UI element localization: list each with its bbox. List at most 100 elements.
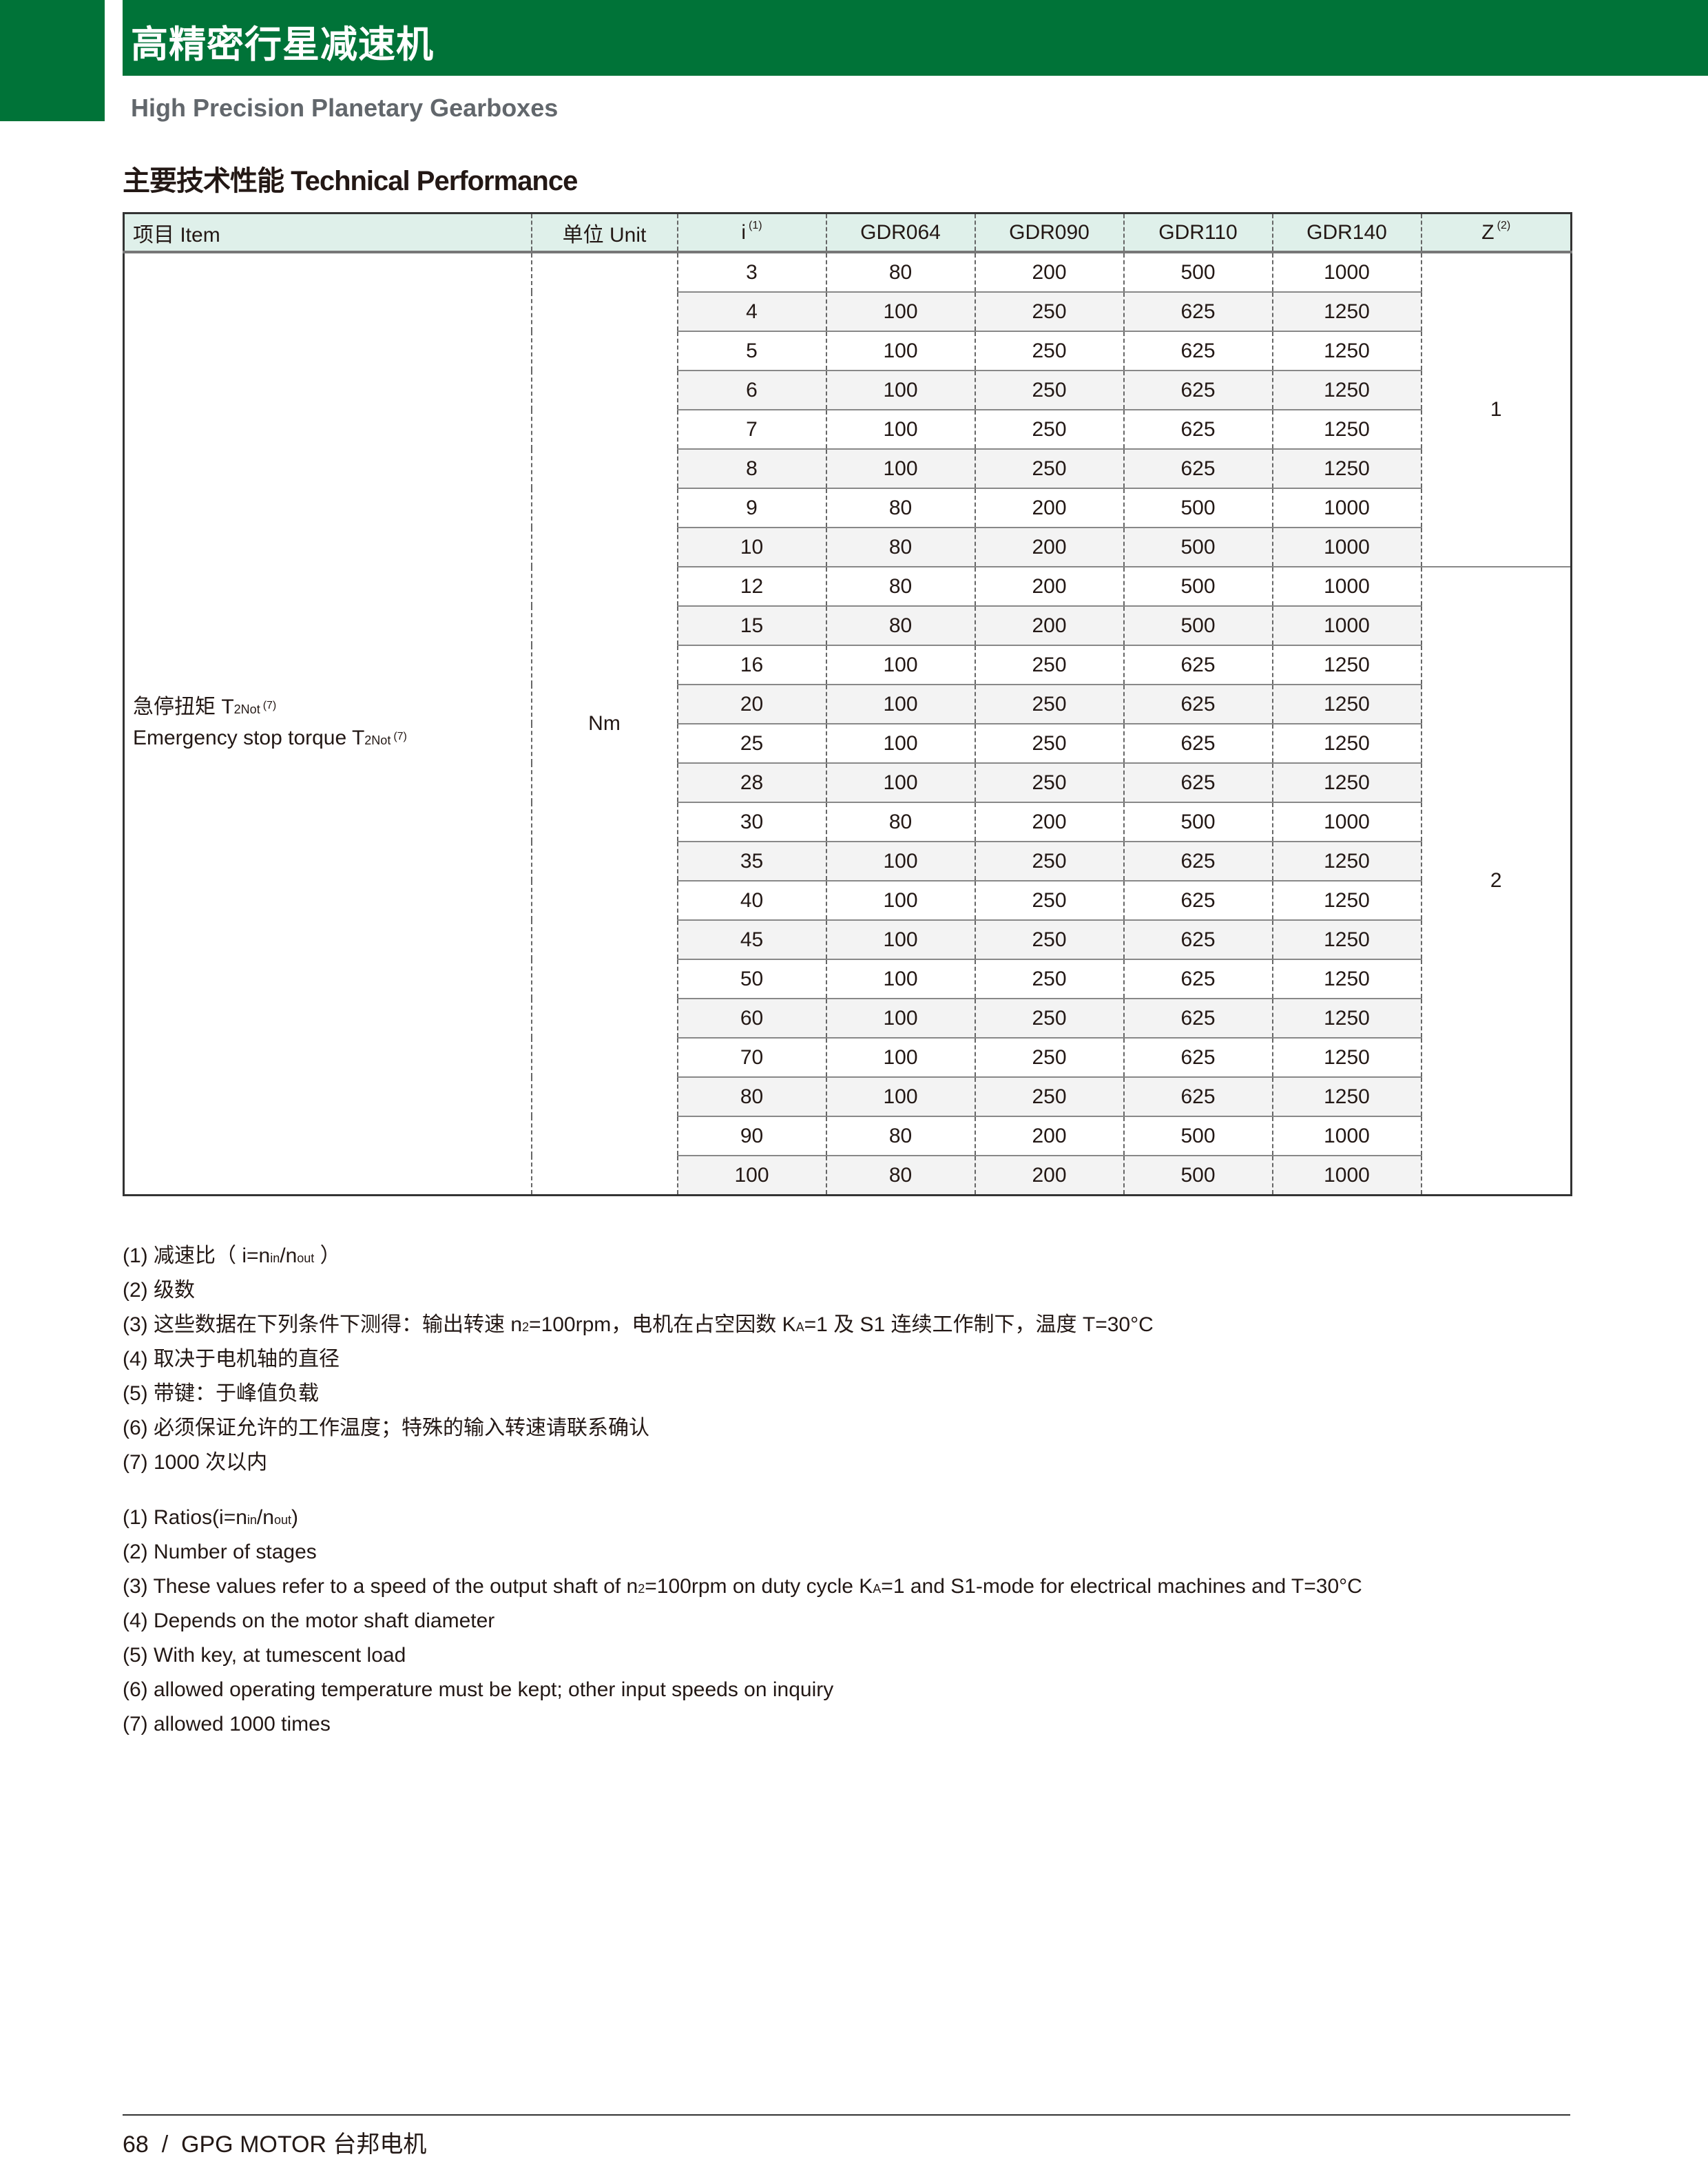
page-footer: 68 / GPG MOTOR 台邦电机	[123, 2131, 427, 2158]
torque-cell: 625	[1123, 409, 1273, 449]
torque-cell: 100	[825, 684, 975, 724]
torque-cell: 625	[1123, 998, 1273, 1038]
table-row: 急停扭矩 T2Not (7) Emergency stop torque T2Not…	[124, 252, 1572, 1196]
torque-cell: 250	[974, 409, 1124, 449]
torque-cell: 1000	[1271, 527, 1421, 567]
torque-cell: 500	[1123, 802, 1273, 842]
footnote-line: (7) allowed 1000 times	[123, 1713, 331, 1735]
stages-cell: 2	[1420, 566, 1572, 1196]
item-label-cn: 急停扭矩 T2Not (7)	[133, 696, 277, 718]
ratio-cell: 70	[676, 1037, 826, 1077]
torque-cell: 250	[974, 880, 1124, 920]
torque-cell: 625	[1123, 762, 1273, 802]
ratio-cell: 8	[676, 448, 826, 488]
footnote-line: (6) allowed operating temperature must b…	[123, 1678, 834, 1701]
footnote-line: (3) These values refer to a speed of the…	[123, 1575, 1362, 1598]
ratio-cell: 35	[676, 841, 826, 881]
ratio-cell: 100	[676, 1155, 826, 1196]
torque-cell: 1250	[1271, 645, 1421, 685]
subscript: 2Not	[364, 733, 391, 747]
torque-cell: 80	[825, 527, 975, 567]
torque-cell: 625	[1123, 448, 1273, 488]
torque-cell: 250	[974, 723, 1124, 763]
table-row: 80 100 250 625 1250	[124, 1076, 1572, 1116]
column-header-label: GDR140	[1306, 220, 1387, 244]
footnote-line: (4) Depends on the motor shaft diameter	[123, 1609, 495, 1632]
item-label-en: Emergency stop torque T2Not (7)	[133, 727, 407, 749]
column-header: 项目 Item	[123, 213, 532, 253]
torque-cell: 1000	[1271, 252, 1421, 292]
torque-cell: 1250	[1271, 919, 1421, 959]
table-row: 10 80 200 500 1000	[124, 527, 1572, 567]
column-header-label: GDR090	[1009, 220, 1090, 244]
header-bar	[123, 0, 1708, 76]
column-header-label: Z	[1481, 220, 1494, 244]
column-header-label: GDR064	[860, 220, 941, 244]
column-header: GDR090	[974, 213, 1124, 253]
column-header-label: 单位 Unit	[562, 223, 647, 247]
ratio-cell: 16	[676, 645, 826, 685]
torque-cell: 625	[1123, 959, 1273, 999]
torque-cell: 1250	[1271, 331, 1421, 371]
footnotes-cn: (1) 减速比（ i=nin/nout ） (2) 级数 (3) 这些数据在下列条件…	[123, 1239, 1154, 1480]
column-header: i (1)	[676, 213, 826, 253]
ratio-cell: 12	[676, 566, 826, 606]
torque-cell: 250	[974, 448, 1124, 488]
stages-cell: 1	[1420, 252, 1572, 567]
torque-cell: 500	[1123, 1155, 1273, 1196]
torque-cell: 1000	[1271, 566, 1421, 606]
ratio-cell: 45	[676, 919, 826, 959]
ratio-cell: 3	[676, 252, 826, 292]
table-row: 70 100 250 625 1250	[124, 1037, 1572, 1077]
column-header-label: GDR110	[1158, 220, 1238, 244]
torque-cell: 625	[1123, 880, 1273, 920]
torque-cell: 1250	[1271, 723, 1421, 763]
torque-cell: 500	[1123, 566, 1273, 606]
torque-cell: 80	[825, 1116, 975, 1156]
column-header-label: 项目 Item	[133, 223, 220, 247]
table-row: 7 100 250 625 1250	[124, 409, 1572, 449]
ratio-cell: 90	[676, 1116, 826, 1156]
torque-cell: 200	[974, 252, 1124, 292]
torque-cell: 100	[825, 645, 975, 685]
torque-cell: 500	[1123, 1116, 1273, 1156]
section-title: 主要技术性能 Technical Performance	[123, 166, 578, 196]
ratio-cell: 25	[676, 723, 826, 763]
torque-cell: 1000	[1271, 1116, 1421, 1156]
torque-cell: 625	[1123, 919, 1273, 959]
torque-cell: 200	[974, 488, 1124, 528]
torque-cell: 500	[1123, 252, 1273, 292]
corner-accent-block	[0, 0, 105, 121]
torque-cell: 1250	[1271, 409, 1421, 449]
torque-cell: 80	[825, 252, 975, 292]
torque-cell: 500	[1123, 527, 1273, 567]
performance-table: 项目 Item 单位 Unit i (1) GDR064 GDR090 GDR110 GDR1…	[123, 212, 1572, 1196]
subscript: out	[297, 1251, 315, 1265]
torque-cell: 500	[1123, 488, 1273, 528]
torque-cell: 625	[1123, 331, 1273, 371]
ratio-cell: 80	[676, 1076, 826, 1116]
footnote-ref: (7)	[393, 731, 407, 742]
torque-cell: 250	[974, 841, 1124, 881]
torque-cell: 625	[1123, 1037, 1273, 1077]
torque-cell: 200	[974, 566, 1124, 606]
ratio-cell: 10	[676, 527, 826, 567]
table-row: 45 100 250 625 1250	[124, 919, 1572, 959]
table-row: 100 80 200 500 1000	[124, 1155, 1572, 1196]
ratio-cell: 60	[676, 998, 826, 1038]
column-header: GDR140	[1271, 213, 1421, 253]
column-header-label: i	[741, 220, 747, 244]
footnote-line: (1) Ratios(i=nin/nout)	[123, 1506, 298, 1529]
torque-cell: 100	[825, 762, 975, 802]
torque-cell: 1250	[1271, 291, 1421, 331]
footnote-line: (4) 取决于电机轴的直径	[123, 1348, 340, 1370]
ratio-cell: 4	[676, 291, 826, 331]
footnote-line: (5) 带键：于峰值负载	[123, 1382, 319, 1405]
torque-cell: 625	[1123, 723, 1273, 763]
table-row: 8 100 250 625 1250	[124, 448, 1572, 488]
footnote-ref: (2)	[1497, 219, 1511, 231]
torque-cell: 1250	[1271, 880, 1421, 920]
torque-cell: 250	[974, 762, 1124, 802]
column-header: GDR110	[1123, 213, 1273, 253]
torque-cell: 200	[974, 527, 1124, 567]
